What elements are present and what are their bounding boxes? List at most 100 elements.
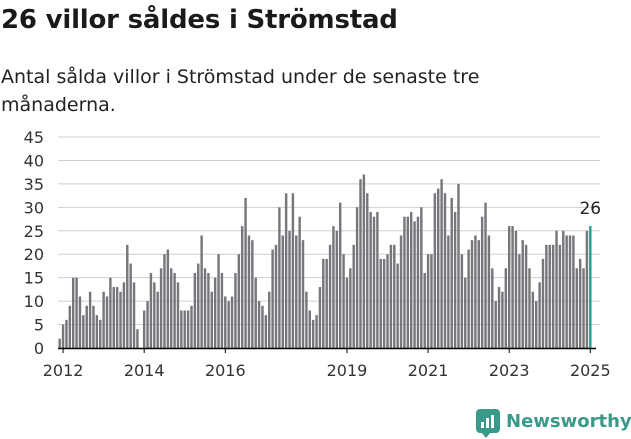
bar bbox=[504, 268, 508, 348]
bar bbox=[582, 268, 585, 348]
bar bbox=[524, 244, 528, 348]
bar bbox=[183, 310, 186, 348]
bar bbox=[295, 235, 298, 348]
bar bbox=[278, 207, 281, 348]
bar bbox=[105, 296, 109, 348]
bar bbox=[257, 301, 261, 348]
y-tick-label: 45 bbox=[24, 128, 44, 147]
bar bbox=[467, 249, 470, 348]
bar bbox=[271, 249, 274, 348]
bar bbox=[447, 235, 450, 348]
x-tick-label: 2016 bbox=[205, 361, 246, 380]
bar bbox=[274, 244, 278, 348]
bar bbox=[393, 244, 396, 348]
y-tick-label: 10 bbox=[24, 292, 44, 311]
bar bbox=[386, 254, 389, 348]
bar bbox=[541, 258, 545, 348]
bar bbox=[453, 212, 457, 348]
bar bbox=[531, 291, 535, 348]
bar bbox=[369, 212, 372, 348]
bar bbox=[85, 305, 88, 348]
bar bbox=[548, 244, 551, 348]
y-tick-label: 35 bbox=[24, 175, 44, 194]
bar bbox=[71, 277, 75, 348]
bar bbox=[477, 240, 480, 348]
bar bbox=[396, 263, 399, 348]
bar bbox=[389, 244, 393, 348]
bar bbox=[78, 296, 82, 348]
bar bbox=[342, 254, 345, 348]
bar bbox=[328, 244, 332, 348]
x-tick-label: 2012 bbox=[43, 361, 84, 380]
bar bbox=[281, 235, 284, 348]
bar bbox=[163, 254, 166, 348]
bar bbox=[65, 319, 68, 348]
bar bbox=[349, 268, 352, 348]
bar bbox=[399, 235, 403, 348]
bar bbox=[170, 268, 173, 348]
bar bbox=[173, 272, 176, 348]
bar bbox=[403, 216, 406, 348]
bar bbox=[575, 268, 578, 348]
bar bbox=[95, 315, 99, 348]
bar bbox=[153, 282, 156, 348]
bar bbox=[572, 235, 575, 348]
bar bbox=[440, 179, 443, 348]
bar bbox=[227, 301, 230, 348]
bar bbox=[311, 319, 315, 348]
bar bbox=[355, 207, 359, 348]
bar bbox=[132, 282, 136, 348]
bar bbox=[535, 301, 538, 348]
y-tick-label: 5 bbox=[34, 316, 44, 335]
bar bbox=[126, 244, 129, 348]
bar bbox=[119, 291, 122, 348]
newsworthy-logo: Newsworthy bbox=[476, 407, 631, 438]
bar bbox=[99, 319, 102, 348]
bar bbox=[420, 207, 423, 348]
bar bbox=[210, 291, 213, 348]
bar bbox=[325, 258, 328, 348]
bar bbox=[423, 272, 426, 348]
bar bbox=[464, 277, 467, 348]
bar bbox=[301, 240, 305, 348]
bar bbox=[237, 254, 241, 348]
bar bbox=[61, 324, 65, 348]
bar bbox=[305, 291, 308, 348]
bar bbox=[268, 291, 271, 348]
bar bbox=[568, 235, 572, 348]
bar-latest bbox=[589, 226, 592, 348]
bar bbox=[372, 216, 376, 348]
bar bbox=[254, 277, 257, 348]
bar bbox=[487, 235, 491, 348]
bar bbox=[291, 193, 295, 348]
bar bbox=[190, 305, 193, 348]
bar bbox=[565, 235, 568, 348]
bar bbox=[335, 230, 339, 348]
bar bbox=[82, 315, 85, 348]
bar bbox=[129, 263, 132, 348]
bar bbox=[166, 249, 170, 348]
y-tick-label: 20 bbox=[24, 245, 44, 264]
bar bbox=[578, 258, 582, 348]
bar bbox=[159, 268, 163, 348]
bar bbox=[180, 310, 183, 348]
bar bbox=[122, 282, 126, 348]
bar bbox=[497, 287, 501, 348]
bar bbox=[102, 291, 105, 348]
bar bbox=[416, 216, 420, 348]
bar bbox=[68, 305, 72, 348]
bar bbox=[193, 272, 197, 348]
y-tick-label: 30 bbox=[24, 198, 44, 217]
bar bbox=[450, 197, 453, 348]
bar bbox=[585, 230, 589, 348]
bar bbox=[142, 310, 146, 348]
bar bbox=[318, 287, 322, 348]
y-axis-ticks: 0 5 10 15 20 25 30 35 40 45 bbox=[24, 128, 44, 358]
x-tick-label: 2019 bbox=[327, 361, 368, 380]
bar bbox=[460, 254, 464, 348]
bar bbox=[224, 296, 227, 348]
bar bbox=[376, 212, 379, 348]
bar bbox=[426, 254, 430, 348]
bar bbox=[284, 193, 288, 348]
bar bbox=[379, 258, 382, 348]
